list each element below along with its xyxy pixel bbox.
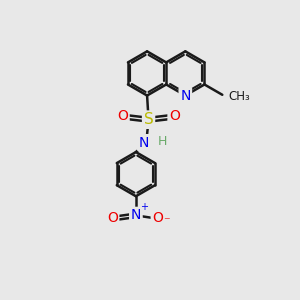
Text: H: H (158, 135, 167, 148)
Text: N: N (180, 88, 190, 103)
Text: O: O (169, 109, 180, 123)
Text: O: O (152, 211, 163, 225)
Text: S: S (144, 112, 153, 127)
Text: O: O (117, 109, 128, 123)
Text: N: N (139, 136, 149, 150)
Text: CH₃: CH₃ (229, 90, 250, 103)
Text: O: O (107, 211, 118, 225)
Text: ⁻: ⁻ (163, 215, 170, 228)
Text: +: + (140, 202, 148, 212)
Text: N: N (131, 208, 141, 222)
